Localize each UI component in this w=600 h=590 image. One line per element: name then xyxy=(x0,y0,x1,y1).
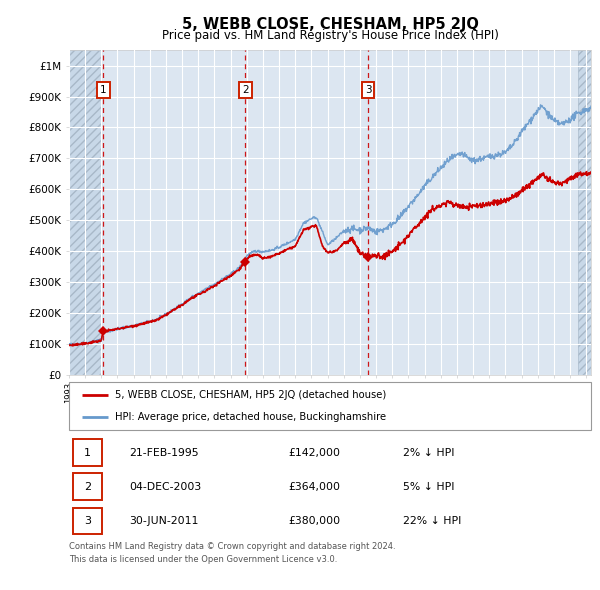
Text: 5, WEBB CLOSE, CHESHAM, HP5 2JQ: 5, WEBB CLOSE, CHESHAM, HP5 2JQ xyxy=(182,17,478,31)
FancyBboxPatch shape xyxy=(73,473,102,500)
Bar xyxy=(578,50,591,375)
Text: 21-FEB-1995: 21-FEB-1995 xyxy=(129,448,199,457)
Text: 22% ↓ HPI: 22% ↓ HPI xyxy=(403,516,461,526)
Text: 1: 1 xyxy=(100,85,107,95)
Text: 2: 2 xyxy=(84,482,91,491)
Text: 04-DEC-2003: 04-DEC-2003 xyxy=(129,482,201,491)
Text: 3: 3 xyxy=(84,516,91,526)
Text: HPI: Average price, detached house, Buckinghamshire: HPI: Average price, detached house, Buck… xyxy=(115,412,386,422)
Text: 2% ↓ HPI: 2% ↓ HPI xyxy=(403,448,455,457)
Text: £364,000: £364,000 xyxy=(288,482,340,491)
Text: Price paid vs. HM Land Registry's House Price Index (HPI): Price paid vs. HM Land Registry's House … xyxy=(161,30,499,42)
Bar xyxy=(69,50,101,375)
Text: 3: 3 xyxy=(365,85,371,95)
FancyBboxPatch shape xyxy=(73,507,102,535)
Text: 5% ↓ HPI: 5% ↓ HPI xyxy=(403,482,455,491)
Bar xyxy=(578,50,591,375)
Text: £142,000: £142,000 xyxy=(288,448,340,457)
Text: £380,000: £380,000 xyxy=(288,516,340,526)
Text: This data is licensed under the Open Government Licence v3.0.: This data is licensed under the Open Gov… xyxy=(69,555,337,563)
Text: 2: 2 xyxy=(242,85,249,95)
Text: Contains HM Land Registry data © Crown copyright and database right 2024.: Contains HM Land Registry data © Crown c… xyxy=(69,542,395,550)
Text: 5, WEBB CLOSE, CHESHAM, HP5 2JQ (detached house): 5, WEBB CLOSE, CHESHAM, HP5 2JQ (detache… xyxy=(115,390,386,400)
FancyBboxPatch shape xyxy=(73,439,102,466)
Bar xyxy=(69,50,101,375)
Text: 1: 1 xyxy=(84,448,91,457)
Text: 30-JUN-2011: 30-JUN-2011 xyxy=(129,516,199,526)
